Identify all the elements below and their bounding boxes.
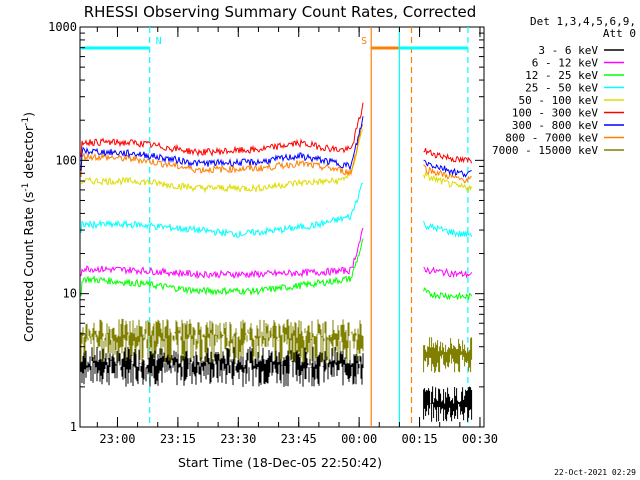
- series-line-before-gap: [80, 128, 364, 194]
- legend-label: 3 - 6 keV: [538, 44, 598, 57]
- y-label-part2: detector: [21, 125, 36, 183]
- footer-timestamp: 22-Oct-2021 02:29: [554, 468, 636, 477]
- legend-label: 300 - 800 keV: [512, 119, 598, 132]
- x-tick-label: 00:15: [401, 432, 437, 446]
- y-label-sup2: -1: [21, 117, 31, 126]
- y-axis: 1 10 100 1000: [48, 20, 484, 434]
- y-label-part1: Corrected Count Rate (s: [21, 192, 36, 342]
- series-line-after-gap: [423, 164, 472, 184]
- y-tick-label: 100: [55, 153, 77, 167]
- x-tick-label: 23:15: [160, 432, 196, 446]
- x-axis-label: Start Time (18-Dec-05 22:50:42): [178, 455, 382, 470]
- legend-label: 7000 - 15000 keV: [492, 144, 598, 157]
- series-line-after-gap: [423, 148, 473, 164]
- series-line-before-gap: [80, 102, 364, 158]
- legend-label: 6 - 12 keV: [532, 57, 599, 70]
- legend-label: 12 - 25 keV: [525, 69, 598, 82]
- series-noise-before-gap: [80, 318, 364, 364]
- y-label-part3: ): [21, 112, 36, 117]
- series-layer: [80, 102, 473, 422]
- series-line-before-gap: [80, 227, 364, 280]
- x-tick-label: 23:45: [281, 432, 317, 446]
- series-noise-after-gap: [423, 386, 473, 422]
- chart-title: RHESSI Observing Summary Count Rates, Co…: [84, 3, 477, 21]
- series-line-before-gap: [80, 124, 364, 178]
- x-tick-label: 00:30: [462, 432, 498, 446]
- y-tick-label: 10: [63, 287, 77, 301]
- legend-label: 25 - 50 keV: [525, 82, 598, 95]
- series-line-after-gap: [423, 159, 472, 178]
- series-line-after-gap: [423, 170, 473, 193]
- annotation-label: S: [361, 36, 367, 47]
- series-line-after-gap: [423, 266, 473, 279]
- plot-frame: [79, 26, 485, 428]
- series-line-before-gap: [80, 182, 364, 239]
- x-tick-label: 00:00: [341, 432, 377, 446]
- x-tick-label: 23:00: [99, 432, 135, 446]
- annotation-label: N: [156, 36, 162, 47]
- series-line-before-gap: [80, 238, 364, 297]
- x-axis: 23:00 23:15 23:30 23:45 00:00 00:15 00:30: [96, 27, 498, 446]
- legend-label: 800 - 7000 keV: [505, 132, 598, 145]
- series-line-after-gap: [423, 287, 473, 301]
- y-tick-label: 1000: [48, 20, 77, 34]
- legend-label: 100 - 300 keV: [512, 107, 598, 120]
- x-tick-label: 23:30: [220, 432, 256, 446]
- legend-label: 50 - 100 keV: [519, 94, 599, 107]
- legend-header-line1: Det 1,3,4,5,6,9,: [530, 15, 636, 28]
- y-tick-label: 1: [70, 420, 77, 434]
- legend-header-line2: Att 0: [603, 27, 636, 40]
- y-axis-label: Corrected Count Rate (s-1 detector-1): [21, 112, 36, 342]
- series-noise-after-gap: [423, 337, 473, 373]
- y-label-sup1: -1: [21, 183, 31, 192]
- series-line-after-gap: [423, 220, 473, 239]
- series-line-before-gap: [80, 116, 364, 171]
